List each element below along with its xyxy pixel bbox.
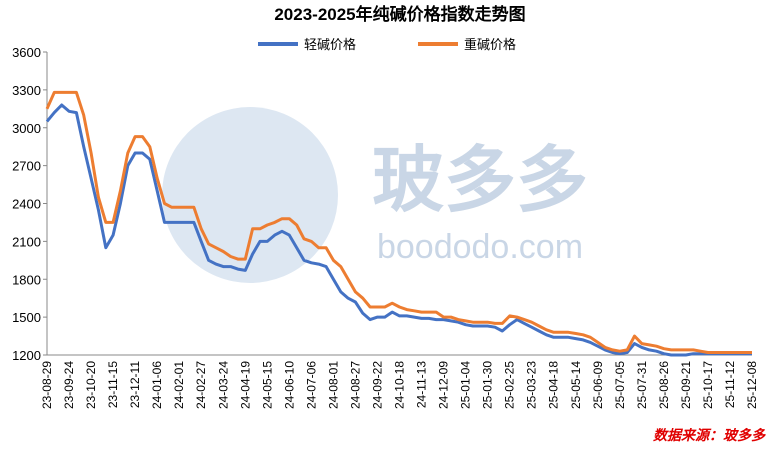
x-tick-label: 24-08-01: [326, 361, 340, 409]
x-tick-label: 25-05-14: [569, 361, 583, 409]
x-tick-label: 24-08-27: [348, 361, 362, 409]
x-tick-label: 24-02-01: [172, 361, 186, 409]
x-tick-label: 24-04-19: [238, 361, 252, 409]
x-tick-label: 24-07-06: [304, 361, 318, 409]
watermark-text: 玻多多: [372, 141, 588, 221]
x-tick-label: 24-10-18: [393, 361, 407, 409]
x-tick-label: 25-12-08: [745, 361, 759, 409]
legend-label: 轻碱价格: [304, 37, 356, 52]
y-tick-label: 1200: [12, 348, 41, 363]
x-tick-label: 25-01-30: [481, 361, 495, 409]
x-tick-label: 23-09-24: [62, 361, 76, 409]
y-tick-label: 1800: [12, 272, 41, 287]
y-tick-label: 3000: [12, 121, 41, 136]
x-tick-label: 25-04-18: [547, 361, 561, 409]
source: 数据来源：玻多多: [653, 427, 766, 443]
series-line: [45, 90, 752, 354]
y-tick-label: 1500: [12, 310, 41, 325]
x-tick-label: 24-11-13: [415, 361, 429, 408]
x-tick-label: 25-07-05: [613, 361, 627, 409]
y-tick-label: 3300: [12, 83, 41, 98]
x-tick-label: 23-08-29: [40, 361, 54, 409]
x-tick-label: 25-01-04: [459, 361, 473, 409]
x-tick-label: 24-03-24: [216, 361, 230, 409]
chart-title: 2023-2025年纯碱价格指数走势图: [274, 4, 525, 24]
watermark-url: boododo.com: [377, 228, 583, 266]
x-tick-label: 24-09-22: [370, 361, 384, 409]
x-tick-label: 24-05-15: [260, 361, 274, 409]
x-tick-label: 24-06-10: [282, 361, 296, 409]
y-tick-label: 3600: [12, 45, 41, 60]
legend-label: 重碱价格: [464, 37, 516, 52]
x-tick-label: 25-11-12: [723, 361, 737, 408]
x-tick-label: 25-09-21: [679, 361, 693, 409]
x-tick-label: 25-03-23: [525, 361, 539, 409]
x-tick-label: 23-11-15: [106, 361, 120, 408]
series-line: [45, 103, 752, 357]
y-tick-label: 2700: [12, 159, 41, 174]
y-tick-label: 2100: [12, 234, 41, 249]
x-tick-label: 25-02-25: [503, 361, 517, 409]
x-tick-label: 25-07-31: [635, 361, 649, 409]
y-tick-label: 2400: [12, 197, 41, 212]
x-tick-label: 25-06-09: [591, 361, 605, 409]
x-tick-label: 24-12-09: [437, 361, 451, 409]
x-tick-label: 25-10-17: [701, 361, 715, 409]
x-tick-label: 24-02-27: [194, 361, 208, 409]
x-tick-label: 25-08-26: [657, 361, 671, 409]
x-tick-label: 23-10-20: [84, 361, 98, 409]
x-tick-label: 23-12-11: [128, 361, 142, 408]
x-tick-label: 24-01-06: [150, 361, 164, 409]
